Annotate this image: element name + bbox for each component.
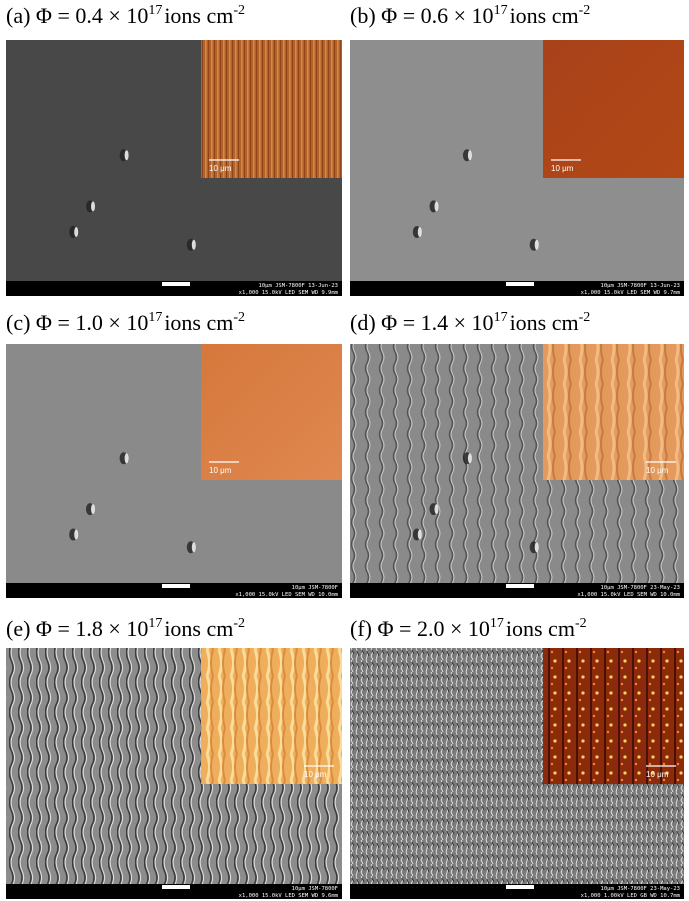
defect-glow xyxy=(434,201,439,212)
defect-glow xyxy=(91,201,95,212)
title-exponent: 17 xyxy=(494,3,508,18)
panel: (e) Φ = 1.8 × 1017ions cm-2 10 μm 10μm JSM… xyxy=(6,616,342,899)
afm-inset xyxy=(543,648,684,784)
panel: (f) Φ = 2.0 × 1017ions cm-2 10 μm 10μm JSM… xyxy=(350,616,684,899)
title-text: (d) Φ = 1.4 × 10 xyxy=(350,310,494,335)
title-unit-exponent: -2 xyxy=(575,616,587,631)
info-top: 10μm JSM-7800F 23-May-23 xyxy=(601,585,680,591)
sem-scale-bar xyxy=(506,885,534,889)
sem-scale-bar xyxy=(162,885,190,889)
title-unit: ions cm xyxy=(164,3,233,28)
title-unit-exponent: -2 xyxy=(579,310,591,325)
title-unit: ions cm xyxy=(510,3,579,28)
info-bottom: x1,000 15.0kV LED SEM WD 9.6mm xyxy=(239,893,339,899)
info-bottom: x1,000 15.0kV LED SEM WD 10.0mm xyxy=(577,592,680,598)
defect-glow xyxy=(417,227,422,237)
info-bar xyxy=(350,884,684,899)
info-top: 10μm JSM-7800F 23-May-23 xyxy=(601,886,680,892)
info-bar xyxy=(6,884,342,899)
title-exponent: 17 xyxy=(494,310,508,325)
panel-title: (d) Φ = 1.4 × 1017ions cm-2 xyxy=(350,310,590,335)
info-top: 10μm JSM-7800F xyxy=(292,886,338,892)
sem-scale-bar xyxy=(506,584,534,588)
title-text: (e) Φ = 1.8 × 10 xyxy=(6,616,148,641)
afm-inset xyxy=(543,344,684,480)
inset-scale-label: 10 μm xyxy=(209,164,232,173)
afm-inset xyxy=(201,648,342,784)
title-exponent: 17 xyxy=(148,3,162,18)
inset-scale-label: 10 μm xyxy=(304,770,327,779)
inset-scale-label: 10 μm xyxy=(646,466,669,475)
defect-glow xyxy=(124,453,129,464)
inset-scale-label: 10 μm xyxy=(551,164,574,173)
defect-glow xyxy=(191,239,196,250)
panel-title: (c) Φ = 1.0 × 1017ions cm-2 xyxy=(6,310,245,335)
title-unit: ions cm xyxy=(164,616,233,641)
info-bottom: x1,000 15.0kV LED SEM WD 9.7mm xyxy=(581,290,681,296)
title-unit-exponent: -2 xyxy=(233,310,245,325)
title-exponent: 17 xyxy=(490,616,504,631)
title-unit-exponent: -2 xyxy=(233,616,245,631)
panel-title: (f) Φ = 2.0 × 1017ions cm-2 xyxy=(350,616,587,641)
title-unit: ions cm xyxy=(506,616,575,641)
inset-scale-label: 10 μm xyxy=(646,770,669,779)
info-top: 10μm JSM-7800F 13-Jun-23 xyxy=(259,283,338,289)
inset-scale-label: 10 μm xyxy=(209,466,232,475)
afm-inset xyxy=(201,40,342,178)
afm-inset xyxy=(543,40,684,178)
defect-glow xyxy=(191,542,196,553)
sem-scale-bar xyxy=(162,282,190,286)
panel: (d) Φ = 1.4 × 1017ions cm-2 10 μm 10μm JSM… xyxy=(350,310,684,598)
title-exponent: 17 xyxy=(148,616,162,631)
defect-glow xyxy=(534,239,539,250)
defect-glow xyxy=(534,542,539,553)
title-unit-exponent: -2 xyxy=(233,3,245,18)
info-bar xyxy=(350,583,684,598)
defect-glow xyxy=(434,504,439,515)
title-text: (a) Φ = 0.4 × 10 xyxy=(6,3,148,28)
defect-glow xyxy=(417,529,422,540)
panel: (b) Φ = 0.6 × 1017ions cm-2 10 μm 10μm JSM… xyxy=(350,3,684,296)
defect-glow xyxy=(74,529,79,540)
info-bar xyxy=(6,281,342,296)
title-unit: ions cm xyxy=(510,310,579,335)
title-text: (f) Φ = 2.0 × 10 xyxy=(350,616,490,641)
info-bar xyxy=(6,583,342,598)
title-exponent: 17 xyxy=(148,310,162,325)
info-bar xyxy=(350,281,684,296)
panel-title: (b) Φ = 0.6 × 1017ions cm-2 xyxy=(350,3,590,28)
defect-glow xyxy=(91,504,95,515)
title-unit-exponent: -2 xyxy=(579,3,591,18)
info-bottom: x1,000 15.0kV LED SEM WD 10.0mm xyxy=(235,592,338,598)
defect-glow xyxy=(74,227,79,237)
info-bottom: x1,000 1.00kV LED GB WD 10.7mm xyxy=(581,893,681,899)
info-top: 10μm JSM-7800F 13-Jun-23 xyxy=(601,283,680,289)
title-text: (c) Φ = 1.0 × 10 xyxy=(6,310,148,335)
defect-glow xyxy=(467,150,472,161)
info-top: 10μm JSM-7800F xyxy=(292,585,338,591)
sem-scale-bar xyxy=(506,282,534,286)
panel-title: (a) Φ = 0.4 × 1017ions cm-2 xyxy=(6,3,245,28)
panel: (c) Φ = 1.0 × 1017ions cm-2 10 μm 10μm JSM… xyxy=(6,310,342,598)
defect-glow xyxy=(124,150,129,161)
panel: (a) Φ = 0.4 × 1017ions cm-2 10 μm 10μm JSM… xyxy=(6,3,342,296)
afm-inset xyxy=(201,344,342,480)
defect-glow xyxy=(467,453,472,464)
panel-title: (e) Φ = 1.8 × 1017ions cm-2 xyxy=(6,616,245,641)
sem-scale-bar xyxy=(162,584,190,588)
info-bottom: x1,000 15.0kV LED SEM WD 9.9mm xyxy=(239,290,339,296)
title-unit: ions cm xyxy=(164,310,233,335)
title-text: (b) Φ = 0.6 × 10 xyxy=(350,3,494,28)
